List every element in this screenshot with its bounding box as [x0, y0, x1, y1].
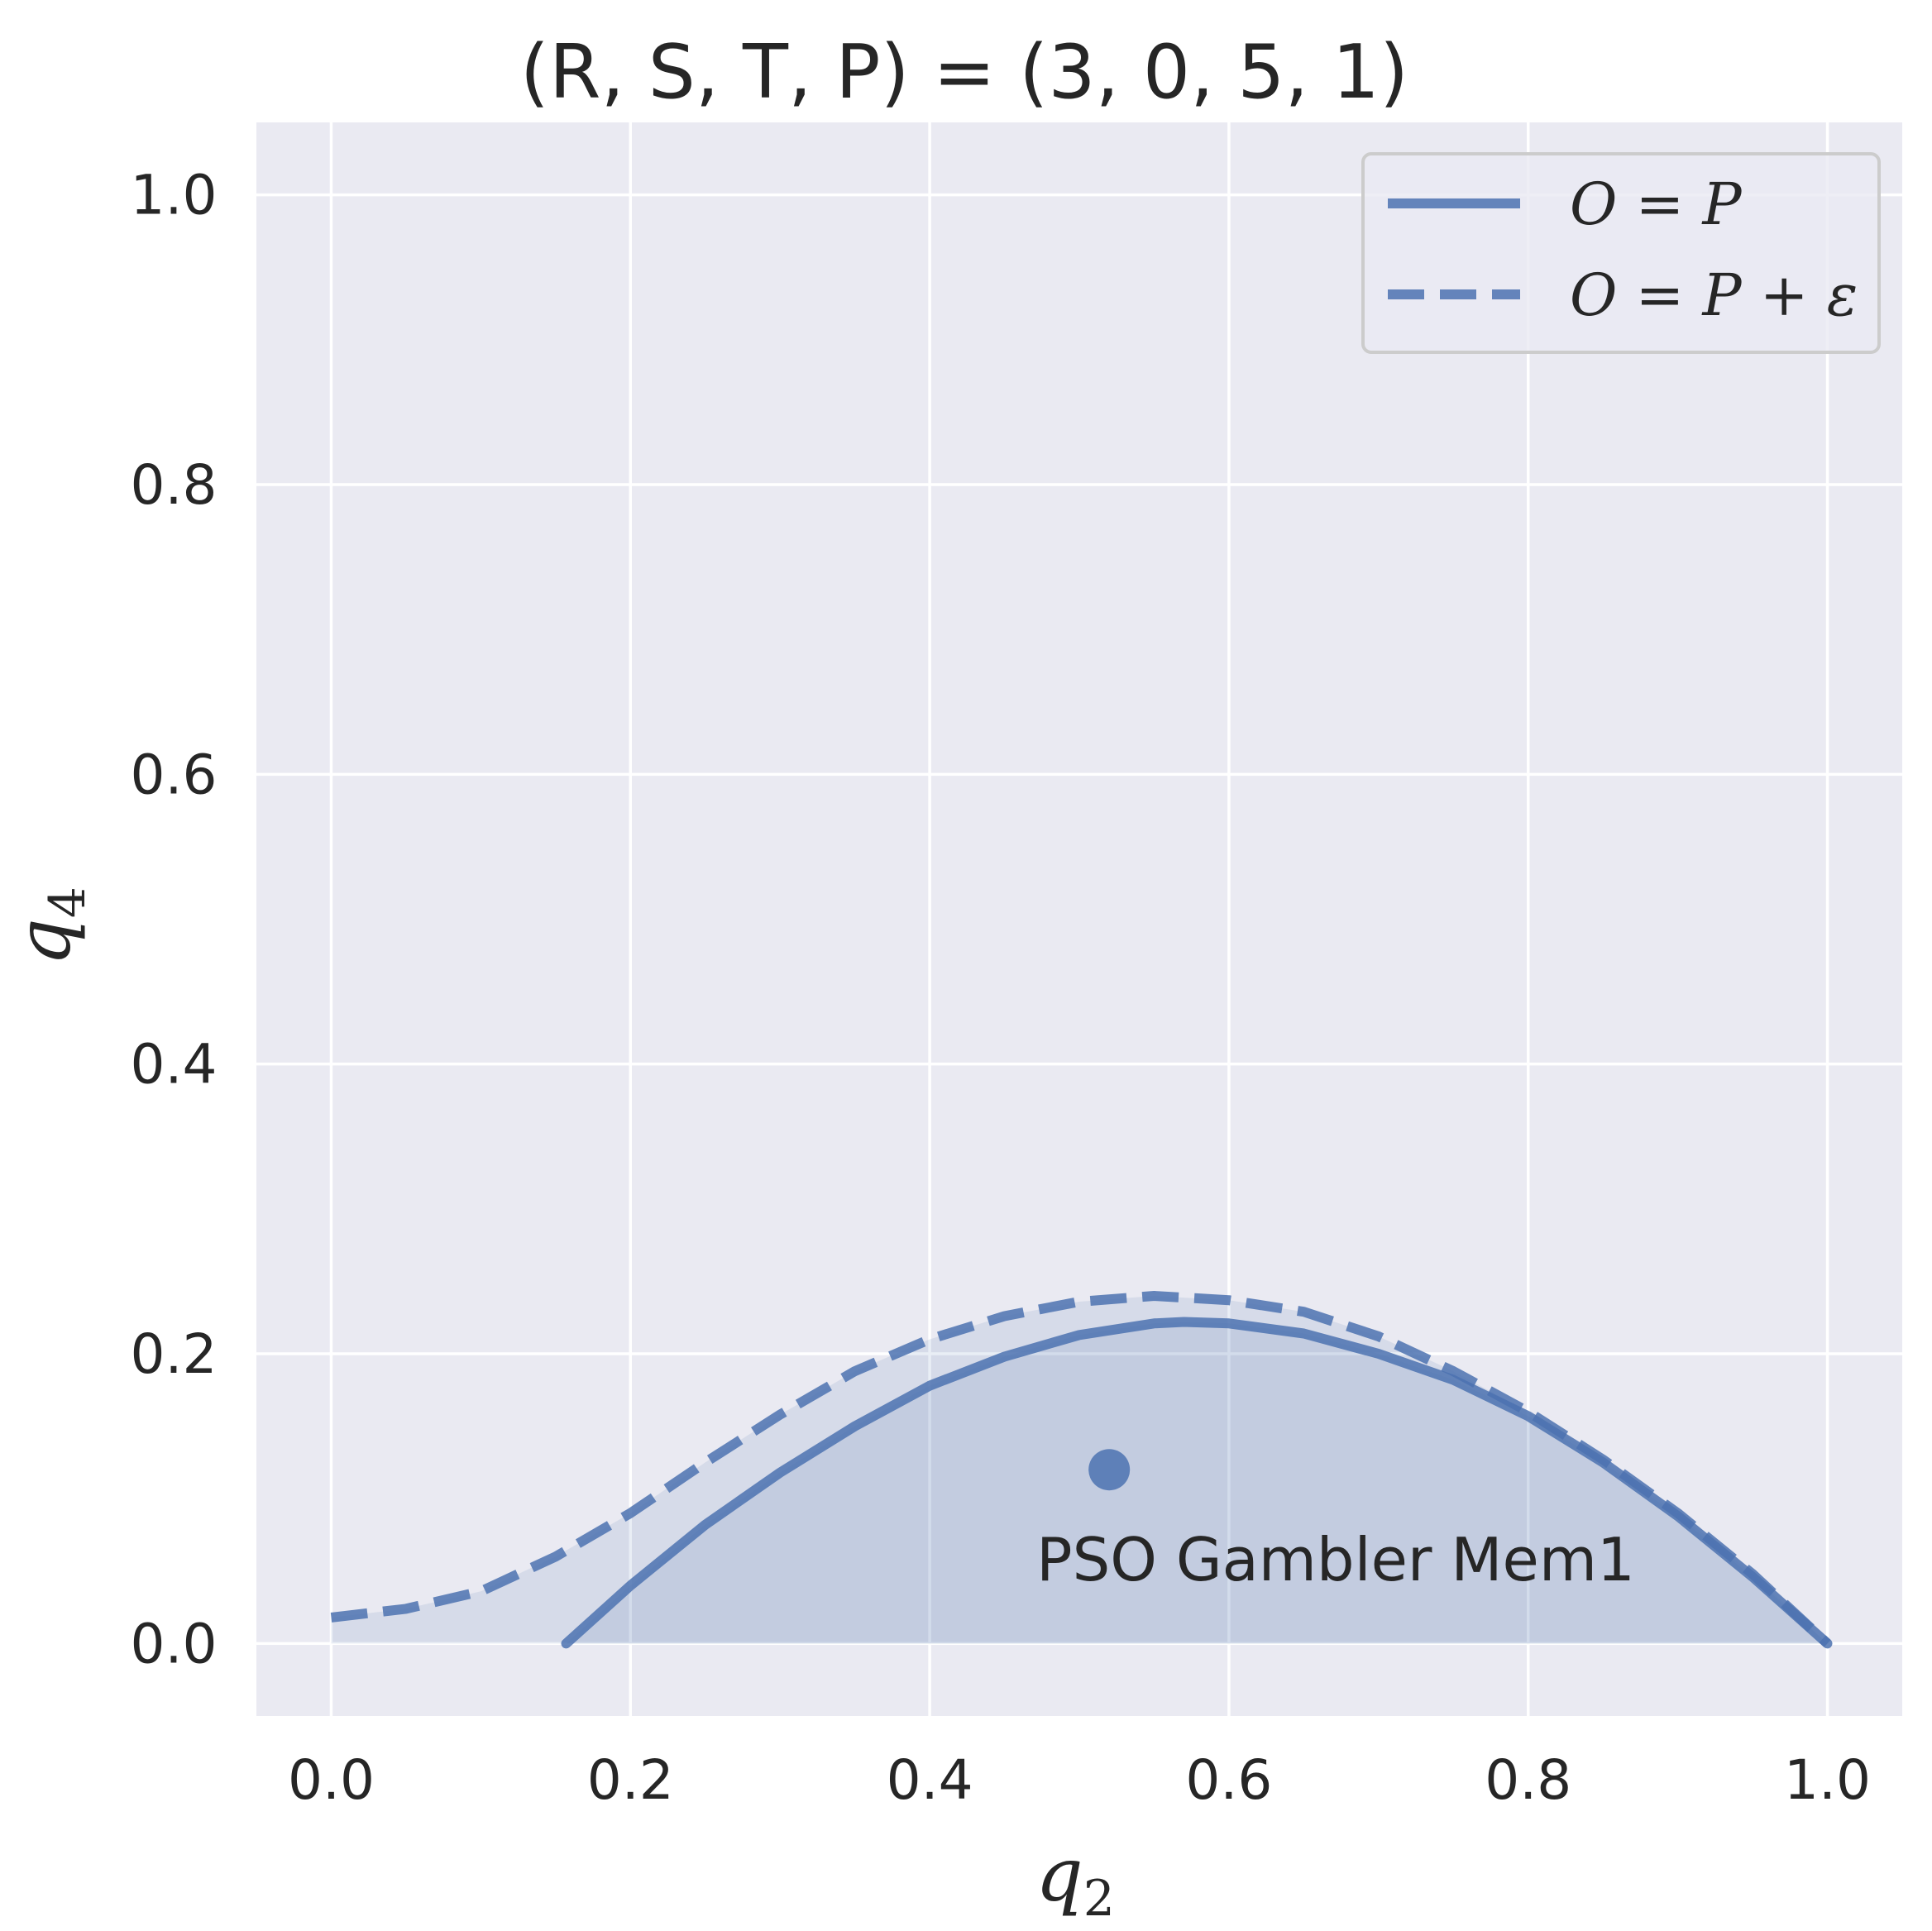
legend-label: O = P + ε: [1570, 261, 1858, 329]
series-fill-area: [566, 1322, 1828, 1644]
y-tick-label: 0.0: [131, 1612, 218, 1675]
x-tick-label: 0.4: [887, 1748, 973, 1812]
x-tick-label: 0.6: [1185, 1748, 1272, 1812]
y-tick-label: 0.2: [131, 1322, 218, 1386]
y-tick-label: 0.4: [131, 1033, 218, 1097]
chart-title: (R, S, T, P) = (3, 0, 5, 1): [520, 29, 1408, 116]
x-tick-label: 0.0: [288, 1748, 375, 1812]
annotation-label: PSO Gambler Mem1: [1036, 1525, 1635, 1594]
x-tick-label: 1.0: [1784, 1748, 1871, 1812]
legend: O = P O = P + ε: [1361, 152, 1881, 354]
y-tick-label: 0.6: [131, 743, 218, 806]
plot-background: [256, 122, 1902, 1716]
series-line-dashed: [330, 1291, 1831, 1647]
legend-label: O = P: [1570, 170, 1743, 238]
y-tick-label: 0.8: [131, 453, 218, 517]
annotation-point: [1088, 1449, 1131, 1491]
y-axis-label: q4: [1, 887, 97, 966]
x-axis-label: q2: [1035, 1832, 1115, 1928]
x-tick-label: 0.2: [587, 1748, 674, 1812]
x-tick-label: 0.8: [1485, 1748, 1571, 1812]
y-tick-label: 1.0: [131, 164, 218, 227]
plot-area: PSO Gambler Mem1: [256, 122, 1902, 1716]
